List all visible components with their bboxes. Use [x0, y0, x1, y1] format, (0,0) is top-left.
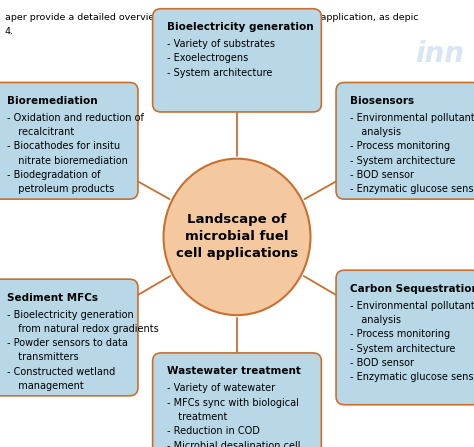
FancyBboxPatch shape	[336, 82, 474, 199]
Text: - System architecture: - System architecture	[350, 156, 456, 166]
Text: - Environmental pollutant: - Environmental pollutant	[350, 113, 474, 123]
FancyBboxPatch shape	[0, 279, 138, 396]
Text: - Variety of substrates: - Variety of substrates	[167, 39, 275, 49]
Text: - Biocathodes for insitu: - Biocathodes for insitu	[7, 141, 120, 152]
Text: Sediment MFCs: Sediment MFCs	[7, 293, 98, 303]
Text: Wastewater treatment: Wastewater treatment	[167, 367, 301, 376]
Text: treatment: treatment	[172, 412, 227, 422]
Text: inn: inn	[416, 40, 465, 68]
Text: - Process monitoring: - Process monitoring	[350, 329, 450, 339]
Text: Bioremediation: Bioremediation	[7, 96, 98, 106]
FancyBboxPatch shape	[0, 82, 138, 199]
Text: analysis: analysis	[355, 315, 401, 325]
Text: - Variety of watewater: - Variety of watewater	[167, 384, 275, 393]
Text: transmitters: transmitters	[12, 353, 79, 363]
Text: - Constructed wetland: - Constructed wetland	[7, 367, 115, 377]
Text: - Enzymatic glucose sensor: - Enzymatic glucose sensor	[350, 372, 474, 382]
Text: management: management	[12, 381, 83, 391]
Text: - Microbial desalination cell: - Microbial desalination cell	[167, 441, 301, 447]
Ellipse shape	[164, 159, 310, 315]
Text: Carbon Sequestration: Carbon Sequestration	[350, 284, 474, 294]
Text: - System architecture: - System architecture	[167, 68, 272, 78]
Text: - BOD sensor: - BOD sensor	[350, 170, 414, 180]
Text: Bioelectricity generation: Bioelectricity generation	[167, 22, 313, 32]
Text: - Bioelectricity generation: - Bioelectricity generation	[7, 310, 134, 320]
Text: nitrate bioremediation: nitrate bioremediation	[12, 156, 128, 166]
Text: - Biodegradation of: - Biodegradation of	[7, 170, 100, 180]
Text: aper provide a detailed overview of the diverse landscape of MFC application, as: aper provide a detailed overview of the …	[5, 13, 418, 22]
FancyBboxPatch shape	[153, 9, 321, 112]
Text: petroleum products: petroleum products	[12, 185, 114, 194]
Text: - Exoelectrogens: - Exoelectrogens	[167, 54, 248, 63]
FancyBboxPatch shape	[336, 270, 474, 405]
Text: Landscape of
microbial fuel
cell applications: Landscape of microbial fuel cell applica…	[176, 213, 298, 261]
Text: - Process monitoring: - Process monitoring	[350, 141, 450, 152]
Text: recalcitrant: recalcitrant	[12, 127, 74, 137]
FancyBboxPatch shape	[153, 353, 321, 447]
Text: 4.: 4.	[5, 27, 14, 36]
Text: - Powder sensors to data: - Powder sensors to data	[7, 338, 128, 348]
Text: - BOD sensor: - BOD sensor	[350, 358, 414, 368]
Text: from natural redox gradients: from natural redox gradients	[12, 324, 159, 334]
Text: - Environmental pollutant: - Environmental pollutant	[350, 300, 474, 311]
Text: - Enzymatic glucose sensor: - Enzymatic glucose sensor	[350, 185, 474, 194]
Text: Biosensors: Biosensors	[350, 96, 414, 106]
Text: - MFCs sync with biological: - MFCs sync with biological	[167, 398, 299, 408]
Text: - System architecture: - System architecture	[350, 344, 456, 354]
Text: - Oxidation and reduction of: - Oxidation and reduction of	[7, 113, 144, 123]
Text: - Reduction in COD: - Reduction in COD	[167, 426, 260, 436]
Text: analysis: analysis	[355, 127, 401, 137]
